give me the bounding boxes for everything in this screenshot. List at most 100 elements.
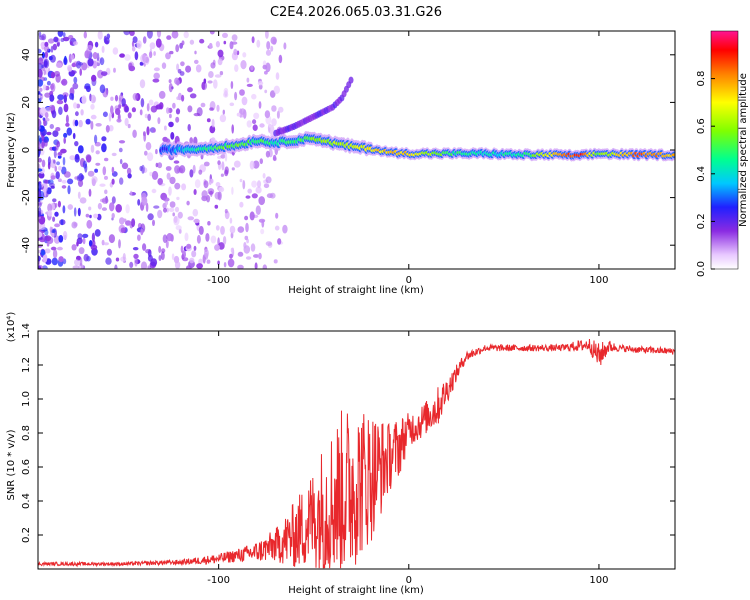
- y-tick-label: 1.2: [21, 357, 32, 373]
- noise-dot: [103, 242, 109, 246]
- noise-dot: [236, 50, 240, 56]
- noise-dot: [94, 229, 101, 237]
- noise-dot: [179, 71, 185, 76]
- noise-dot: [108, 112, 112, 122]
- noise-dot: [108, 234, 115, 244]
- noise-dot: [137, 199, 141, 206]
- noise-dot: [214, 74, 222, 78]
- spectrogram-y-ticks: -40 -20 0 20 40: [21, 48, 675, 253]
- noise-dot: [189, 137, 193, 145]
- y-tick-label: 0: [21, 147, 32, 153]
- noise-dot: [111, 152, 117, 157]
- noise-dot: [81, 95, 87, 105]
- noise-dot: [43, 58, 50, 69]
- noise-dot: [208, 178, 212, 186]
- noise-dot: [144, 150, 148, 156]
- noise-dot: [127, 112, 132, 119]
- noise-dot: [87, 170, 95, 177]
- noise-dot: [53, 70, 61, 77]
- noise-dot: [272, 38, 277, 45]
- snr-y-multiplier: (x10⁴): [6, 312, 17, 343]
- noise-dot: [58, 256, 64, 263]
- noise-dot: [221, 161, 225, 171]
- noise-dot: [79, 257, 83, 267]
- noise-dot: [262, 173, 266, 179]
- noise-dot: [245, 256, 252, 260]
- noise-dot: [269, 192, 276, 199]
- noise-dot: [52, 43, 57, 51]
- noise-dot: [44, 92, 51, 98]
- noise-dot: [176, 79, 180, 86]
- noise-dot: [255, 186, 262, 194]
- noise-dot: [276, 110, 280, 119]
- y-tick-label: 1.4: [21, 323, 32, 339]
- noise-dot: [97, 202, 102, 210]
- noise-dot: [269, 90, 276, 98]
- noise-dot: [266, 41, 271, 50]
- noise-dot: [183, 31, 189, 39]
- noise-dot: [258, 218, 266, 223]
- noise-dot: [52, 130, 59, 138]
- noise-dot: [209, 125, 216, 134]
- noise-dot: [145, 202, 149, 212]
- noise-dot: [245, 222, 249, 233]
- noise-dot: [50, 175, 56, 180]
- noise-dot: [39, 35, 45, 41]
- noise-dot: [193, 245, 197, 251]
- noise-dot: [140, 54, 147, 63]
- noise-dot: [223, 87, 229, 95]
- noise-dot: [163, 197, 170, 202]
- noise-dot: [89, 214, 92, 219]
- noise-dot: [137, 234, 141, 241]
- noise-dot: [220, 225, 225, 235]
- noise-dot: [249, 211, 255, 221]
- noise-dot: [63, 132, 68, 138]
- snr-x-ticks: -100 0 100: [207, 331, 608, 586]
- noise-dot: [49, 226, 53, 233]
- noise-dot: [271, 105, 277, 112]
- noise-dot: [58, 165, 62, 171]
- noise-dot: [101, 143, 107, 153]
- noise-dot: [189, 169, 194, 178]
- noise-dot: [192, 164, 196, 174]
- noise-dot: [111, 178, 115, 185]
- noise-dot: [75, 111, 79, 117]
- noise-dot: [90, 114, 97, 120]
- noise-dot: [101, 45, 105, 54]
- noise-dot: [82, 237, 86, 245]
- noise-dot: [72, 265, 80, 269]
- noise-dot: [175, 225, 182, 231]
- noise-dot: [136, 40, 142, 50]
- noise-dot: [141, 164, 145, 174]
- noise-dot: [50, 83, 55, 90]
- noise-dot: [223, 40, 227, 45]
- noise-dot: [165, 166, 172, 171]
- noise-dot: [194, 179, 201, 189]
- noise-dot: [181, 40, 185, 46]
- noise-dot: [220, 154, 226, 159]
- noise-dot: [67, 204, 74, 210]
- noise-dot: [265, 49, 272, 56]
- noise-dot: [229, 41, 234, 50]
- noise-dot: [78, 119, 83, 128]
- noise-dot: [201, 81, 208, 91]
- noise-dot: [60, 219, 64, 226]
- noise-dot: [93, 213, 99, 219]
- noise-dot: [129, 31, 135, 36]
- noise-dot: [65, 114, 69, 124]
- noise-dot: [53, 36, 59, 43]
- noise-dot: [175, 108, 181, 115]
- noise-dot: [195, 64, 202, 73]
- noise-dot: [144, 113, 149, 119]
- noise-dot: [46, 80, 51, 86]
- noise-dot: [44, 248, 51, 254]
- noise-dot: [38, 118, 41, 127]
- noise-dot: [184, 232, 189, 242]
- noise-dot: [57, 200, 62, 208]
- noise-dot: [134, 257, 138, 267]
- noise-dot: [47, 38, 55, 44]
- noise-dot: [80, 174, 85, 181]
- noise-dot: [208, 71, 214, 78]
- noise-dot: [69, 155, 76, 161]
- noise-dot: [52, 216, 56, 222]
